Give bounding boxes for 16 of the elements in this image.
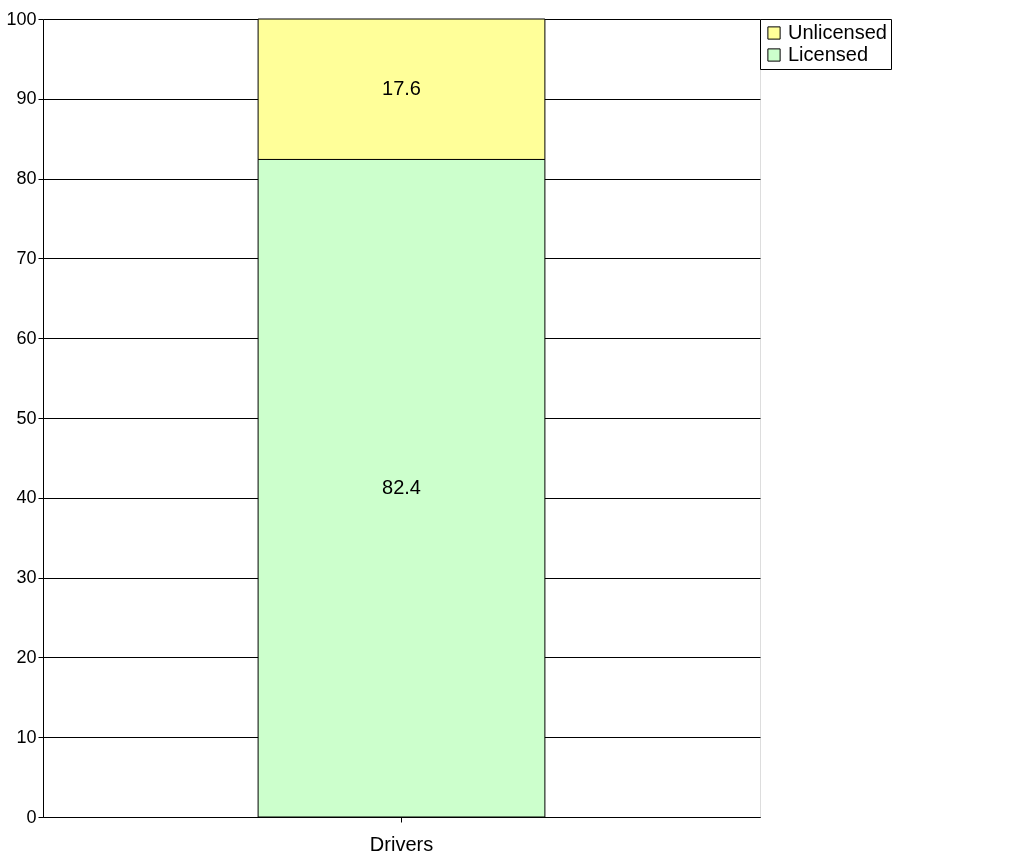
y-tick-label: 40 <box>16 487 37 508</box>
y-tick-label: 10 <box>16 726 37 747</box>
legend-label: Licensed <box>788 43 869 65</box>
y-tick-label: 100 <box>6 8 37 29</box>
legend-label: Unlicensed <box>788 21 887 43</box>
y-tick-label: 90 <box>16 88 37 109</box>
y-tick-label: 20 <box>16 646 37 667</box>
y-tick-label: 50 <box>16 407 37 428</box>
y-tick-label: 0 <box>26 806 37 827</box>
y-tick-label: 60 <box>16 327 37 348</box>
y-tick-label: 70 <box>16 247 37 268</box>
data-label: 17.6 <box>382 77 421 100</box>
data-label: 82.4 <box>382 476 421 499</box>
x-tick-label: Drivers <box>369 832 434 855</box>
y-tick-label: 30 <box>16 567 37 588</box>
y-tick-label: 80 <box>16 168 37 189</box>
